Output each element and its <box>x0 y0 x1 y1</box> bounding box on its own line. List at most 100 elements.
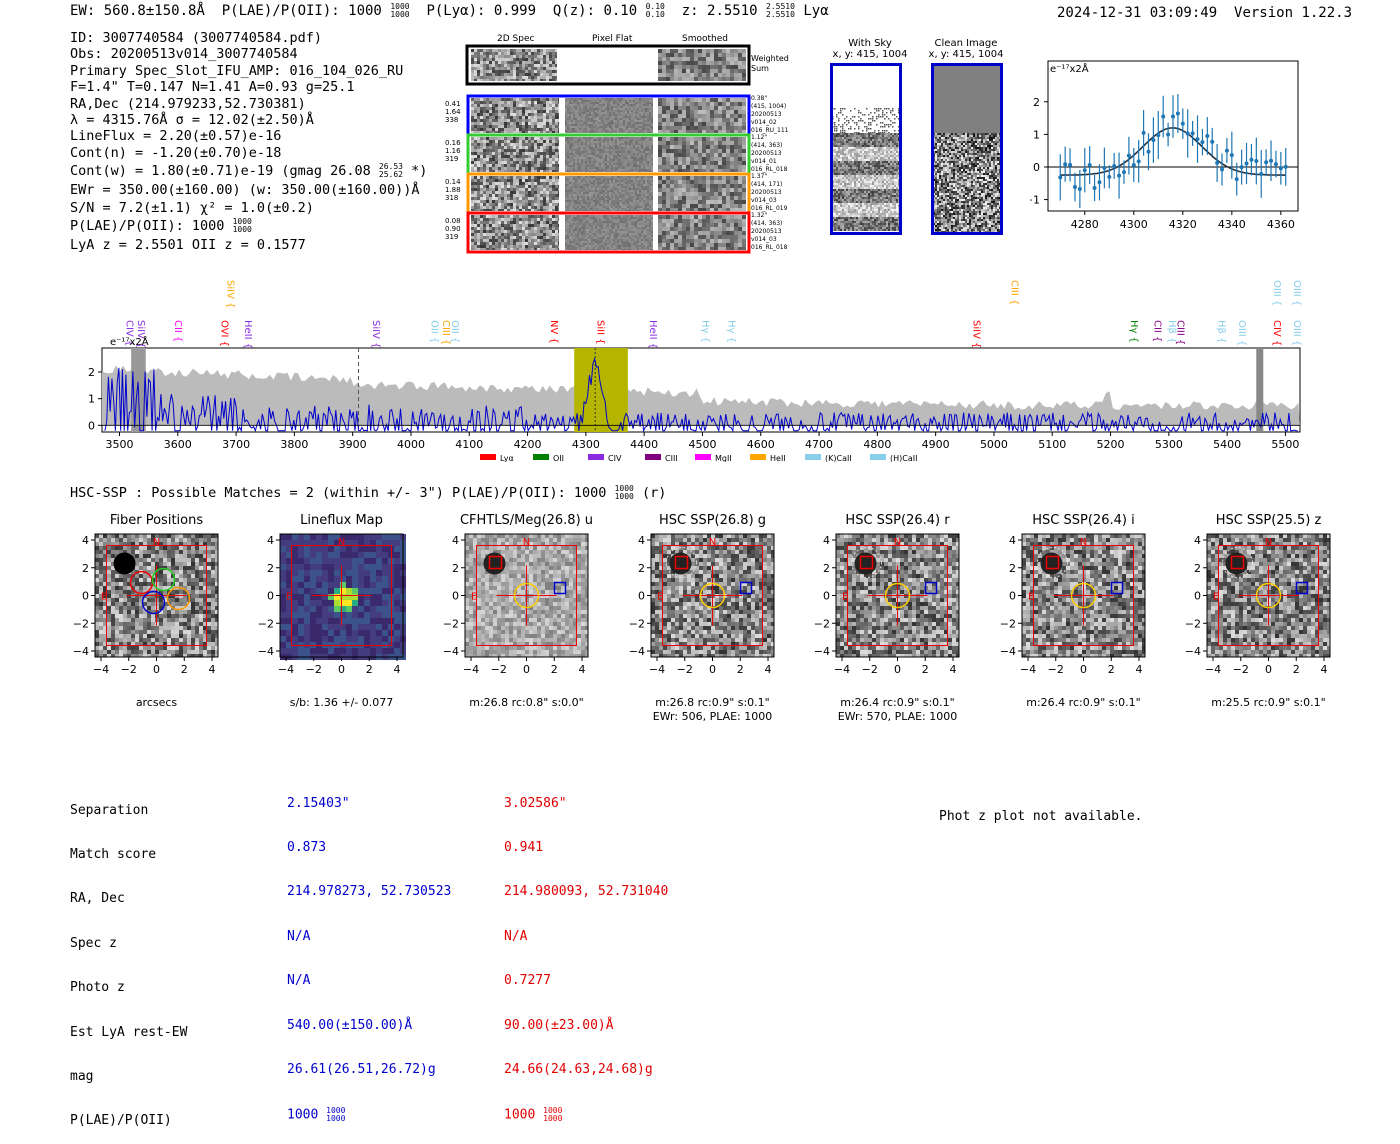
spectrum-xtick: 4800 <box>863 438 891 451</box>
panel-ytick: 4 <box>638 534 645 547</box>
emission-line-label-14: Hγ { <box>726 320 737 343</box>
emission-line-label-5: HeII { <box>242 320 253 349</box>
label-photoz: Photo z <box>70 981 187 996</box>
panel-xtick: 2 <box>181 663 188 676</box>
cutout-2dspec-0 <box>471 98 559 133</box>
spectrum-xtick: 3700 <box>222 438 250 451</box>
legend-label-6: (K)CaII <box>825 454 852 462</box>
header-line: Lyα <box>803 3 828 19</box>
spectrum-xtick: 4500 <box>688 438 716 451</box>
north-label: N <box>709 537 716 548</box>
emission-line-label-2: CII { <box>172 320 183 342</box>
panel-ytick: −2 <box>814 617 830 630</box>
header-z: z: 2.5510 <box>682 3 758 19</box>
weighted-2dspec <box>471 49 557 81</box>
legend-swatch-7 <box>870 454 886 460</box>
spectrum-xtick: 5000 <box>980 438 1008 451</box>
spectrum-xtick: 5300 <box>1155 438 1183 451</box>
panel-ytick: 0 <box>823 590 830 603</box>
emission-line-label-22: OIII { <box>1236 320 1247 346</box>
clean-image <box>931 63 1003 235</box>
panel-xtick: 0 <box>338 663 345 676</box>
legend-swatch-0 <box>480 454 496 460</box>
panel-ytick: −2 <box>73 617 89 630</box>
spectrum-xtick: 4200 <box>514 438 542 451</box>
zoom-ylabel: e⁻¹⁷x2Å <box>1050 62 1089 75</box>
info-ewr: EWr = 350.00(±160.00) (w: 350.00(±160.00… <box>70 182 427 198</box>
spectrum-xtick: 3800 <box>280 438 308 451</box>
panel-caption-0: arcsecs <box>55 696 258 709</box>
panel-xtick: 2 <box>366 663 373 676</box>
panel-ytick: −4 <box>73 645 89 658</box>
panel-xtick: −4 <box>278 663 294 676</box>
panel-ytick: 2 <box>267 562 274 575</box>
panel-title-2: CFHTLS/Meg(26.8) u <box>435 513 618 528</box>
legend-swatch-1 <box>533 454 549 460</box>
north-label: N <box>523 537 530 548</box>
panel-ytick: 4 <box>1194 534 1201 547</box>
panel-ytick: 0 <box>1009 590 1016 603</box>
panel-xtick: 0 <box>894 663 901 676</box>
panel-title-6: HSC SSP(25.5) z <box>1177 513 1360 528</box>
panel-ytick: 4 <box>452 534 459 547</box>
lineflux-map <box>280 534 406 660</box>
east-label: E <box>471 592 477 603</box>
spectrum-xtick: 4400 <box>630 438 658 451</box>
match-labels: Separation Match score RA, Dec Spec z Ph… <box>70 774 187 1144</box>
version: Version 1.22.3 <box>1234 5 1352 21</box>
zoom-ytick: 0 <box>1033 161 1040 174</box>
emission-line-label-6: SiIV { <box>370 320 381 348</box>
panel-caption-1: s/b: 1.36 +/- 0.077 <box>240 696 443 709</box>
emission-line-label-25: OIII { <box>1291 320 1302 346</box>
panel-xtick: −4 <box>1205 663 1221 676</box>
spectrum-xtick: 4600 <box>747 438 775 451</box>
panel-ytick: 4 <box>82 534 89 547</box>
legend-swatch-4 <box>695 454 711 460</box>
north-label: N <box>153 537 160 548</box>
emission-line-label-18: CII { <box>1151 320 1162 342</box>
info-lineflux: LineFlux = 2.20(±0.57)e-16 <box>70 128 427 144</box>
header-qz: Q(z): 0.10 <box>553 3 637 19</box>
cutout-pixelflat-3 <box>565 215 653 250</box>
photz-message: Phot z plot not available. <box>939 809 1143 824</box>
zoom-xtick: 4280 <box>1071 218 1099 231</box>
bright-source <box>114 553 136 575</box>
panel-ytick: 0 <box>638 590 645 603</box>
header-summary: EW: 560.8±150.8Å P(LAE)/P(OII): 1000 100… <box>70 3 829 19</box>
panel-ytick: 2 <box>638 562 645 575</box>
panel-ytick: −4 <box>1185 645 1201 658</box>
label-match-score: Match score <box>70 848 187 863</box>
legend-label-3: CIII <box>665 454 678 462</box>
header-ew: EW: 560.8±150.8Å <box>70 3 205 19</box>
panel-ytick: −4 <box>629 645 645 658</box>
panel-ytick: 2 <box>452 562 459 575</box>
emission-line-labels: CIV {SiIV {CII {SiIV {OVI {HeII {SiIV {O… <box>123 280 1302 349</box>
info-obs: Obs: 20200513v014_3007740584 <box>70 46 427 62</box>
panel-ytick: 2 <box>823 562 830 575</box>
emission-line-label-15: SiIV { <box>971 320 982 348</box>
panel-ytick: 4 <box>267 534 274 547</box>
panel-xtick: 4 <box>1136 663 1143 676</box>
zoom-xtick: 4340 <box>1218 218 1246 231</box>
panel-ytick: −2 <box>629 617 645 630</box>
emission-line-label-12: HeII { <box>647 320 658 349</box>
hsc-summary: HSC-SSP : Possible Matches = 2 (within +… <box>70 485 666 501</box>
panel-xtick: 0 <box>523 663 530 676</box>
emission-line-label-13: Hγ { <box>699 320 710 343</box>
panel-xtick: 4 <box>765 663 772 676</box>
legend-swatch-3 <box>645 454 661 460</box>
panel-xtick: 0 <box>1265 663 1272 676</box>
zoom-ytick: −1 <box>1030 194 1040 207</box>
panel-xtick: −2 <box>491 663 507 676</box>
panel-xtick: −2 <box>1233 663 1249 676</box>
emission-line-label-9: OII { <box>449 320 460 343</box>
panel-xtick: 4 <box>209 663 216 676</box>
legend-label-2: CIV <box>608 454 622 462</box>
